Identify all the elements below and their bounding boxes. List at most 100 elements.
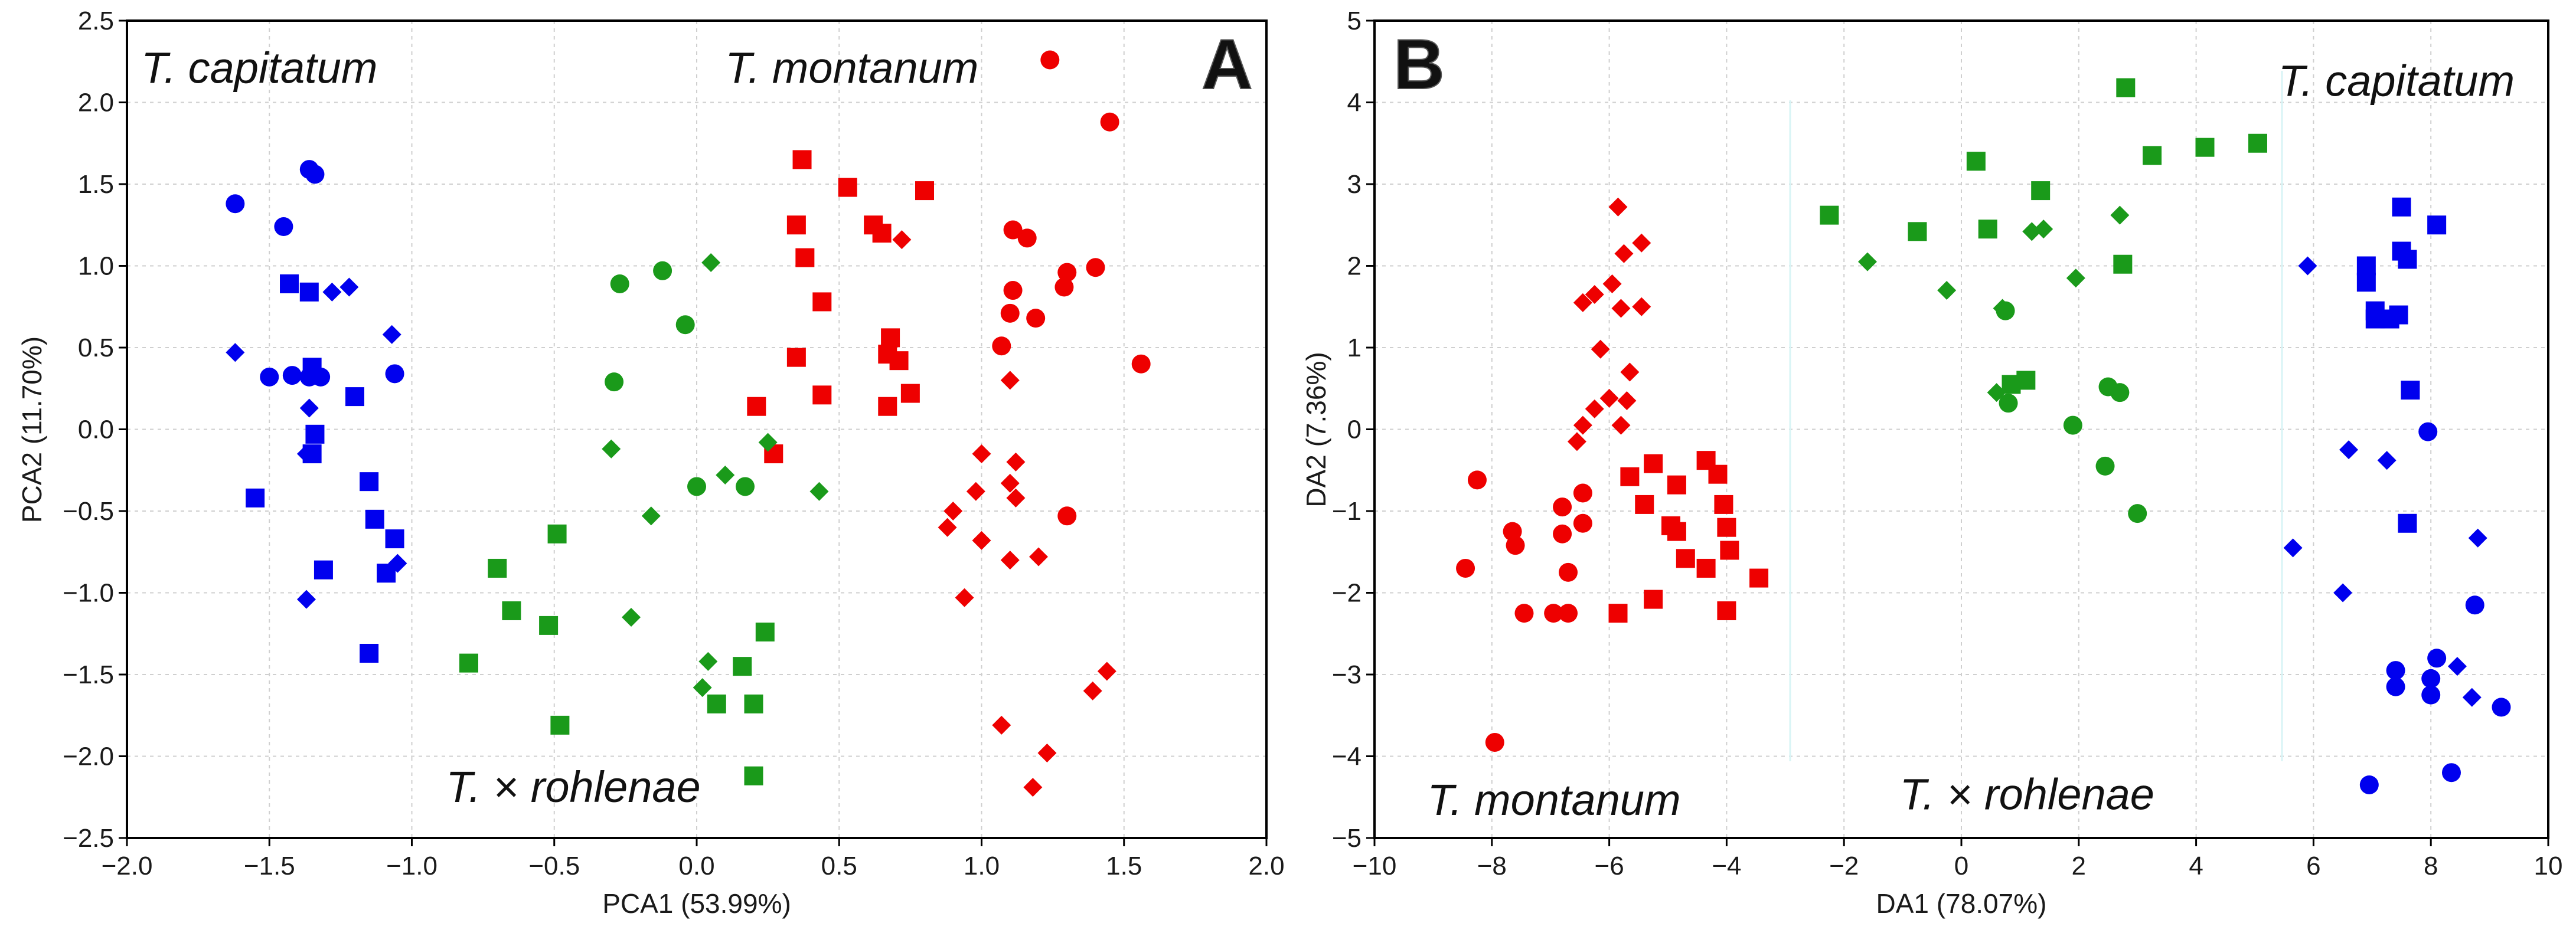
panel-b-point-t-montanum-square xyxy=(1749,568,1769,588)
panel-a-point-t-rohlenae-square xyxy=(755,622,775,641)
panel-b-point-t-capitatum-circle xyxy=(2386,661,2405,680)
panel-b-y-tick-label: 5 xyxy=(1347,6,1362,35)
panel-a-label-t-montanum: T. montanum xyxy=(725,43,978,92)
panel-b-point-t-montanum-circle xyxy=(1573,483,1592,503)
panel-a-x-tick-label: 0.5 xyxy=(821,852,857,880)
panel-a-point-t-montanum-diamond xyxy=(1006,452,1026,472)
panel-a-point-t-montanum-diamond xyxy=(892,230,912,250)
panel-b-y-tick-label: −5 xyxy=(1332,824,1362,853)
panel-b-point-t-montanum-diamond xyxy=(1599,388,1619,408)
panel-b-point-t-rohlenae-square xyxy=(1978,220,1997,239)
panel-a-point-t-montanum-diamond xyxy=(1000,551,1020,570)
panel-b-point-t-capitatum-square xyxy=(2356,273,2376,292)
panel-b-point-t-capitatum-circle xyxy=(2418,422,2438,441)
panel-a-point-t-montanum-diamond xyxy=(1006,488,1026,508)
panel-a-point-t-capitatum-circle xyxy=(282,366,302,385)
panel-b-x-tick-label: 4 xyxy=(2189,852,2203,880)
panel-a-point-t-capitatum-square xyxy=(360,643,379,663)
panel-a-species-labels: T. capitatum T. montanum T. × rohlenae xyxy=(141,43,978,811)
panel-b-point-t-montanum-square xyxy=(1620,467,1640,486)
panel-b-point-t-capitatum-circle xyxy=(2421,685,2441,705)
panel-a-point-t-montanum-square xyxy=(878,397,897,416)
panel-b-point-t-montanum-square xyxy=(1644,590,1663,609)
panel-a-point-t-rohlenae-diamond xyxy=(693,678,712,698)
panel-b-y-tick-label: −3 xyxy=(1332,660,1362,689)
panel-b-point-t-montanum-circle xyxy=(1467,470,1487,490)
panel-b-point-t-rohlenae-diamond xyxy=(2066,269,2085,288)
panel-b-point-t-rohlenae-square xyxy=(2031,181,2051,201)
panel-a-point-t-capitatum-circle xyxy=(274,217,293,237)
panel-b-point-t-capitatum-diamond xyxy=(2339,440,2359,460)
panel-a-y-ticks: −2.5 −2.0 −1.5 −1.0 −0.5 0.0 0.5 1.0 1.5 2.0 2.5 xyxy=(63,6,127,853)
panel-a-point-t-montanum-circle xyxy=(1057,263,1077,282)
panel-b-point-t-montanum-square xyxy=(1676,549,1695,568)
panel-a-y-tick-label: 2.0 xyxy=(78,89,114,117)
panel-a-point-t-rohlenae-square xyxy=(744,766,763,785)
panel-b-point-t-rohlenae-square xyxy=(2016,371,2036,390)
panel-b-point-t-capitatum-square xyxy=(2398,250,2417,269)
panel-b-point-t-montanum-square xyxy=(1667,522,1686,541)
panel-a-point-t-capitatum-diamond xyxy=(388,554,407,573)
panel-b-point-t-capitatum-diamond xyxy=(2333,583,2353,603)
panel-b-point-t-montanum-circle xyxy=(1559,562,1578,582)
panel-a-label-t-capitatum: T. capitatum xyxy=(141,43,377,92)
panel-b-point-t-capitatum-diamond xyxy=(2283,538,2303,558)
panel-b-point-t-montanum-diamond xyxy=(1602,274,1622,293)
panel-b-x-tick-label: 0 xyxy=(1954,852,1968,880)
panel-b-point-t-capitatum-diamond xyxy=(2447,657,2467,676)
panel-a-y-tick-label: −1.5 xyxy=(63,660,114,689)
panel-b-point-t-capitatum-diamond xyxy=(2298,256,2317,276)
panel-b-x-tick-label: 6 xyxy=(2306,852,2320,880)
panel-b-point-t-montanum-diamond xyxy=(1611,299,1631,318)
panel-a-point-t-capitatum-square xyxy=(246,488,265,508)
panel-a-point-t-rohlenae-diamond xyxy=(701,253,721,272)
panel-b-point-t-montanum-circle xyxy=(1485,732,1504,752)
panel-b-x-tick-label: −10 xyxy=(1353,852,1397,880)
panel-b-x-tick-label: 8 xyxy=(2424,852,2438,880)
panel-a-point-t-capitatum-diamond xyxy=(296,590,316,609)
panel-a-point-t-montanum-diamond xyxy=(1000,371,1020,390)
panel-a-point-t-montanum-diamond xyxy=(955,588,974,607)
panel-b-point-t-montanum-diamond xyxy=(1567,432,1586,451)
panel-b-y-tick-label: 0 xyxy=(1347,415,1362,444)
panel-b-point-t-rohlenae-circle xyxy=(2063,415,2082,435)
panel-a-point-t-rohlenae-square xyxy=(733,657,752,676)
panel-b-point-t-capitatum-diamond xyxy=(2462,688,2482,707)
panel-b-point-t-montanum-diamond xyxy=(1632,297,1651,316)
panel-b-point-t-montanum-circle xyxy=(1553,497,1572,517)
panel-b-label-t-rohlenae: T. × rohlenae xyxy=(1900,770,2154,819)
panel-b-point-t-montanum-square xyxy=(1714,495,1733,514)
panel-a-point-t-capitatum-square xyxy=(314,560,333,580)
panel-a-y-tick-label: −0.5 xyxy=(63,497,114,526)
panel-b-y-axis-label: DA2 (7.36%) xyxy=(1301,352,1331,507)
panel-a-point-t-rohlenae-circle xyxy=(653,261,672,280)
panel-b-point-t-montanum-diamond xyxy=(1614,244,1634,263)
panel-b-point-t-montanum-circle xyxy=(1553,524,1572,544)
panel-b-label-t-montanum: T. montanum xyxy=(1427,775,1680,824)
panel-b-x-tick-label: −2 xyxy=(1829,852,1859,880)
panel-a-point-t-capitatum-square xyxy=(305,424,325,444)
panel-a-point-t-rohlenae-circle xyxy=(610,274,629,293)
panel-b-point-t-rohlenae-diamond xyxy=(2002,375,2021,394)
panel-a-letter: A xyxy=(1202,25,1253,104)
panel-a-point-t-capitatum-square xyxy=(360,472,379,492)
panel-b-point-t-capitatum-square xyxy=(2356,256,2376,276)
panel-b-point-t-rohlenae-circle xyxy=(2110,383,2130,402)
panel-b-point-t-montanum-diamond xyxy=(1585,399,1604,418)
panel-b-point-t-montanum-square xyxy=(1696,558,1716,578)
panel-b-point-t-capitatum-square xyxy=(2401,381,2420,400)
panel-a-y-tick-label: 0.0 xyxy=(78,415,114,444)
panel-a-point-t-montanum-diamond xyxy=(1000,473,1020,493)
panel-b-label-t-capitatum: T. capitatum xyxy=(2278,56,2515,105)
panel-b-point-t-montanum-circle xyxy=(1514,604,1534,623)
panel-a-point-t-montanum-circle xyxy=(1017,228,1037,248)
panel-a-point-t-capitatum-diamond xyxy=(226,343,245,362)
panel-b-x-axis-label: DA1 (78.07%) xyxy=(1876,888,2047,919)
panel-a-point-t-capitatum-diamond xyxy=(382,325,401,344)
panel-a-y-tick-label: −2.5 xyxy=(63,824,114,853)
panel-b-point-t-rohlenae-square xyxy=(2143,146,2162,165)
panel-a-point-t-capitatum-diamond xyxy=(322,282,342,302)
panel-a-point-t-montanum-circle xyxy=(1003,220,1023,240)
panel-b-species-labels: T. capitatum T. montanum T. × rohlenae xyxy=(1427,56,2515,824)
